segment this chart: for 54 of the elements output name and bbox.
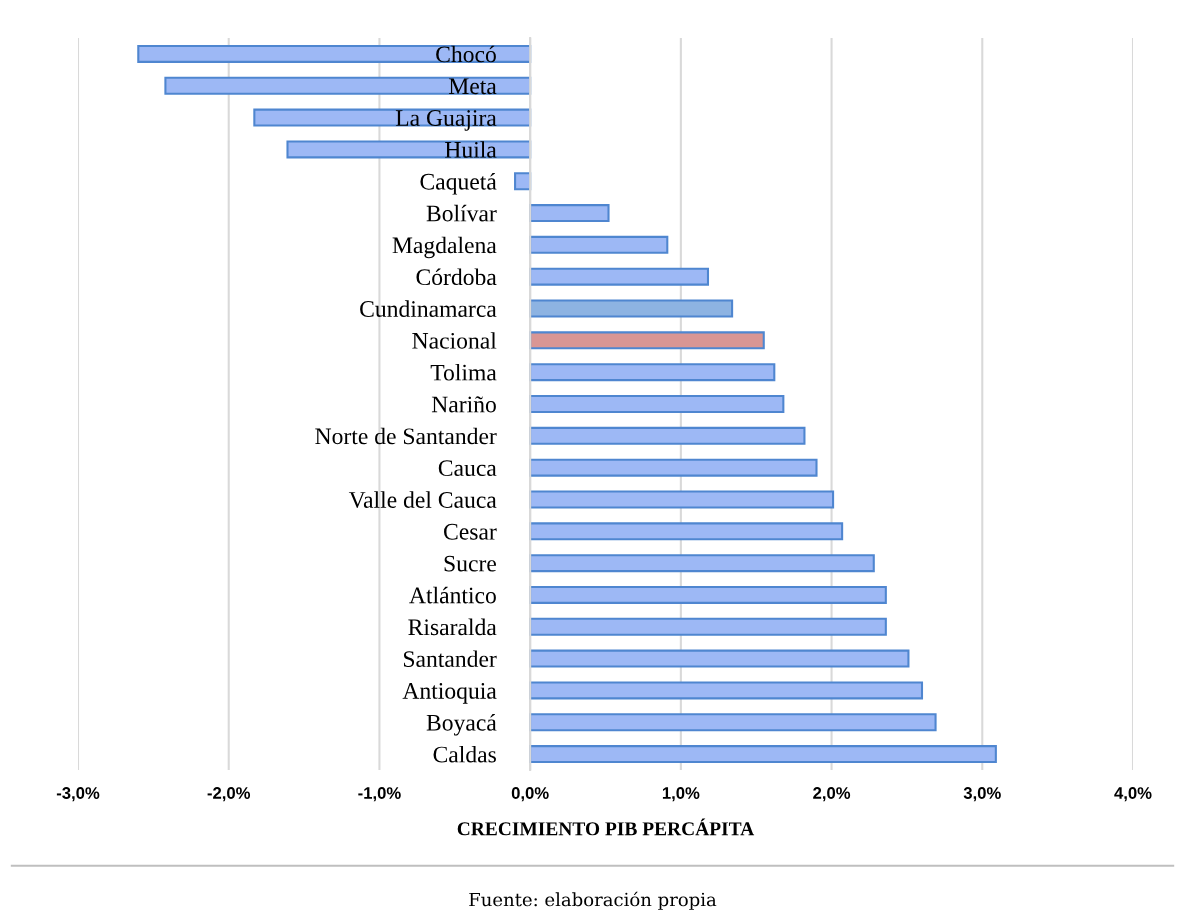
y-tick-label: La Guajira bbox=[395, 110, 497, 131]
bar bbox=[529, 490, 835, 509]
y-tick-label: Nariño bbox=[431, 396, 496, 413]
bar bbox=[529, 363, 776, 382]
y-tick-label: Norte de Santander bbox=[315, 427, 497, 445]
y-tick-label: Caldas bbox=[433, 745, 496, 763]
y-tick-label: Magdalena bbox=[392, 236, 497, 259]
x-tick-label: -3,0% bbox=[56, 787, 100, 802]
x-tick-label: 4,0% bbox=[1114, 787, 1152, 802]
x-tick-label: 0,0% bbox=[511, 787, 549, 802]
bar bbox=[529, 745, 997, 764]
x-axis-title: CRECIMIENTO PIB PERCÁPITA bbox=[457, 818, 755, 836]
y-tick-label: Risaralda bbox=[408, 618, 497, 636]
y-tick-label: Atlántico bbox=[409, 586, 496, 604]
source-note: Fuente: elaboración propia bbox=[469, 891, 717, 910]
bar bbox=[529, 649, 910, 668]
y-tick-label: Huila bbox=[445, 141, 497, 158]
x-tick-label: 2,0% bbox=[813, 787, 851, 802]
y-tick-label: Cauca bbox=[438, 460, 497, 477]
y-tick-label: Caquetá bbox=[420, 173, 497, 195]
x-tick-label: -1,0% bbox=[358, 787, 401, 802]
bar bbox=[529, 395, 785, 413]
y-tick-label: Cundinamarca bbox=[360, 300, 497, 317]
y-tick-label: Valle del Cauca bbox=[348, 491, 497, 509]
bar bbox=[286, 140, 532, 159]
bar bbox=[529, 681, 924, 700]
y-tick-label: Antioquia bbox=[402, 682, 497, 704]
bar bbox=[529, 617, 887, 636]
y-tick-label: Boyacá bbox=[426, 714, 497, 736]
y-tick-label: Nacional bbox=[412, 332, 497, 349]
y-tick-label: Córdoba bbox=[416, 268, 497, 286]
bar bbox=[529, 204, 610, 223]
bar bbox=[164, 76, 532, 95]
bar bbox=[529, 458, 818, 477]
x-tick-label: 1,0% bbox=[662, 787, 700, 802]
y-tick-label: Cesar bbox=[444, 523, 497, 540]
y-tick-label: Bolívar bbox=[426, 204, 497, 222]
y-tick-label: Sucre bbox=[444, 555, 496, 572]
bar bbox=[529, 267, 710, 286]
y-tick-label: Tolima bbox=[430, 363, 497, 381]
bar bbox=[529, 235, 669, 254]
bar bbox=[529, 585, 887, 604]
bar bbox=[529, 331, 765, 350]
x-tick-label: -2,0% bbox=[207, 787, 251, 802]
bar bbox=[529, 426, 806, 445]
bar bbox=[529, 299, 734, 318]
y-tick-label: Santander bbox=[403, 650, 497, 668]
y-tick-label: Meta bbox=[448, 78, 497, 95]
bar bbox=[137, 44, 532, 63]
y-tick-label: Chocó bbox=[436, 45, 496, 63]
bar bbox=[529, 554, 875, 573]
x-tick-label: 3,0% bbox=[963, 787, 1001, 802]
bar bbox=[529, 522, 844, 541]
bar bbox=[529, 713, 937, 732]
